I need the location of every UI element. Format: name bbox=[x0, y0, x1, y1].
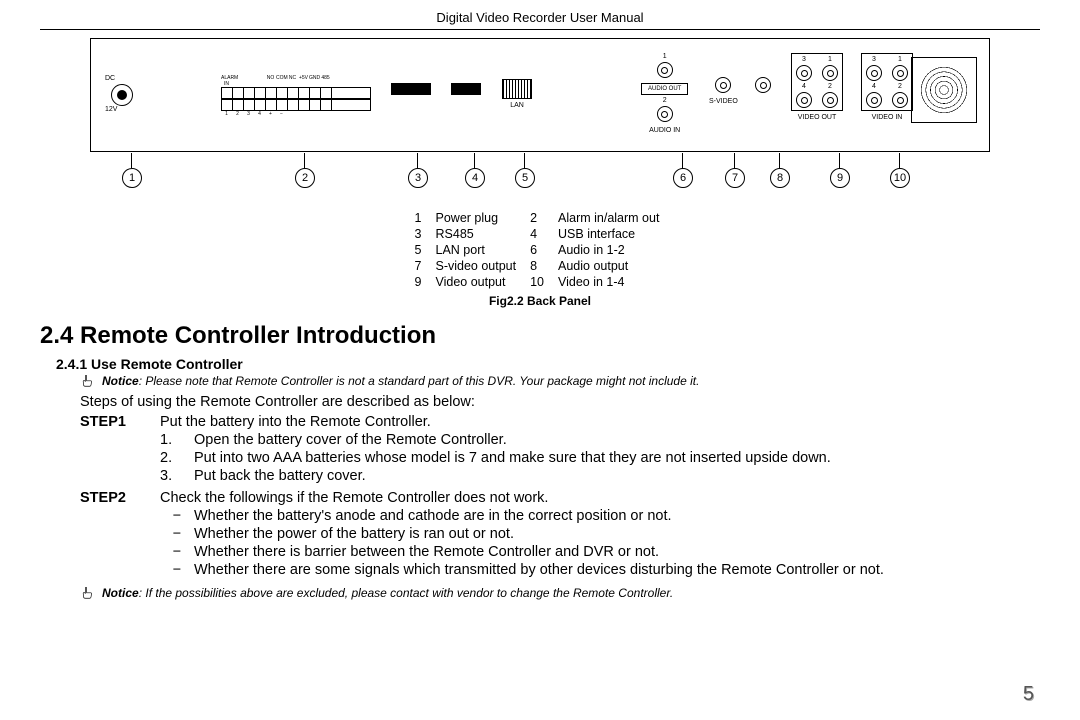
legend-cell: 2 bbox=[526, 210, 554, 226]
usb-port bbox=[451, 83, 481, 95]
rs485-port bbox=[391, 83, 431, 95]
callout-line bbox=[131, 153, 132, 168]
step2-label: STEP2 bbox=[80, 490, 160, 580]
legend-cell: 1 bbox=[411, 210, 432, 226]
legend-cell: 6 bbox=[526, 242, 554, 258]
legend-cell: 5 bbox=[411, 242, 432, 258]
step2-item-3: Whether there is barrier between the Rem… bbox=[194, 544, 659, 560]
back-panel-diagram: DC 12V ALARM IN NOCOM NC+5V GND485 12 34… bbox=[90, 38, 990, 152]
step2-item-4: Whether there are some signals which tra… bbox=[194, 562, 884, 578]
legend-cell: 7 bbox=[411, 258, 432, 274]
step2-block: STEP2 Check the followings if the Remote… bbox=[80, 490, 1040, 580]
legend-cell: Video output bbox=[432, 274, 527, 290]
video-out-label: VIDEO OUT bbox=[791, 114, 843, 121]
power-plug-port: DC 12V bbox=[105, 75, 139, 113]
callout-5: 5 bbox=[515, 168, 535, 188]
callout-line bbox=[474, 153, 475, 168]
notice-2: Notice: If the possibilities above are e… bbox=[80, 586, 1040, 602]
intro-line: Steps of using the Remote Controller are… bbox=[80, 394, 1040, 410]
callout-6: 6 bbox=[673, 168, 693, 188]
legend-cell: Video in 1-4 bbox=[554, 274, 669, 290]
callout-line bbox=[304, 153, 305, 168]
callout-line bbox=[734, 153, 735, 168]
callout-line bbox=[417, 153, 418, 168]
dc-label-bottom: 12V bbox=[105, 106, 139, 113]
audio-out-label: AUDIO OUT bbox=[641, 83, 688, 95]
callout-row: 1 2 3 4 5 6 7 8 9 10 bbox=[90, 158, 990, 198]
page-number: 5 bbox=[1023, 683, 1034, 706]
video-in-label: VIDEO IN bbox=[861, 114, 913, 121]
legend-cell: 4 bbox=[526, 226, 554, 242]
callout-7: 7 bbox=[725, 168, 745, 188]
step1-item-2: Put into two AAA batteries whose model i… bbox=[194, 450, 831, 466]
notice-1: Notice: Please note that Remote Controll… bbox=[80, 374, 1040, 390]
audio-in-1-icon bbox=[657, 62, 673, 78]
audio-num-2: 2 bbox=[663, 97, 667, 104]
audio-in-2-icon bbox=[657, 106, 673, 122]
callout-8: 8 bbox=[770, 168, 790, 188]
step1-item-3: Put back the battery cover. bbox=[194, 468, 366, 484]
callout-2: 2 bbox=[295, 168, 315, 188]
legend-cell: USB interface bbox=[554, 226, 669, 242]
audio-in-label: AUDIO IN bbox=[649, 127, 680, 134]
legend-cell: LAN port bbox=[432, 242, 527, 258]
audio-num-1: 1 bbox=[663, 53, 667, 60]
callout-line bbox=[899, 153, 900, 168]
section-2-4-heading: 2.4 Remote Controller Introduction bbox=[40, 322, 1040, 350]
lan-label: LAN bbox=[499, 102, 535, 109]
callout-1: 1 bbox=[122, 168, 142, 188]
step2-item-2: Whether the power of the battery is ran … bbox=[194, 526, 514, 542]
callout-10: 10 bbox=[890, 168, 910, 188]
legend-cell: S-video output bbox=[432, 258, 527, 274]
alarm-terminal-block: ALARM IN NOCOM NC+5V GND485 12 34 +− bbox=[221, 75, 371, 117]
legend-cell: 8 bbox=[526, 258, 554, 274]
step1-item-1: Open the battery cover of the Remote Con… bbox=[194, 432, 507, 448]
legend-cell: Audio in 1-2 bbox=[554, 242, 669, 258]
svideo-group: S-VIDEO bbox=[709, 77, 738, 105]
callout-line bbox=[524, 153, 525, 168]
section-2-4-1-heading: 2.4.1 Use Remote Controller bbox=[56, 356, 1040, 372]
legend-cell: Power plug bbox=[432, 210, 527, 226]
port-legend-table: 1Power plug2Alarm in/alarm out 3RS4854USB… bbox=[411, 210, 670, 290]
svideo-icon bbox=[715, 77, 731, 93]
step1-label: STEP1 bbox=[80, 414, 160, 486]
step2-head: Check the followings if the Remote Contr… bbox=[160, 490, 1040, 506]
fan-vent-icon bbox=[911, 57, 977, 123]
step2-item-1: Whether the battery's anode and cathode … bbox=[194, 508, 672, 524]
terminal-top-labels: ALARM IN NOCOM NC+5V GND485 bbox=[221, 75, 371, 87]
audio-output-icon bbox=[755, 77, 771, 93]
lan-port: LAN bbox=[499, 79, 535, 109]
callout-4: 4 bbox=[465, 168, 485, 188]
terminal-bot-labels: 12 34 +− bbox=[221, 111, 371, 117]
legend-cell: 9 bbox=[411, 274, 432, 290]
header-rule bbox=[40, 29, 1040, 30]
audio-output-single bbox=[755, 77, 771, 93]
callout-line bbox=[839, 153, 840, 168]
callout-3: 3 bbox=[408, 168, 428, 188]
callout-9: 9 bbox=[830, 168, 850, 188]
video-in-group: 3 1 4 2 VIDEO IN bbox=[861, 53, 913, 121]
pointing-hand-icon bbox=[80, 586, 96, 602]
callout-line bbox=[779, 153, 780, 168]
legend-cell: Alarm in/alarm out bbox=[554, 210, 669, 226]
callout-line bbox=[682, 153, 683, 168]
dc-label-top: DC bbox=[105, 75, 139, 82]
figure-caption: Fig2.2 Back Panel bbox=[40, 294, 1040, 308]
page-header: Digital Video Recorder User Manual bbox=[40, 10, 1040, 25]
svideo-label: S-VIDEO bbox=[709, 98, 738, 105]
pointing-hand-icon bbox=[80, 374, 96, 390]
step1-head: Put the battery into the Remote Controll… bbox=[160, 414, 1040, 430]
legend-cell: 10 bbox=[526, 274, 554, 290]
legend-cell: Audio output bbox=[554, 258, 669, 274]
video-out-group: 3 1 4 2 VIDEO OUT bbox=[791, 53, 843, 121]
legend-cell: 3 bbox=[411, 226, 432, 242]
power-connector-icon bbox=[111, 84, 133, 106]
audio-group: 1 AUDIO OUT 2 AUDIO IN bbox=[641, 53, 688, 134]
legend-cell: RS485 bbox=[432, 226, 527, 242]
step1-block: STEP1 Put the battery into the Remote Co… bbox=[80, 414, 1040, 486]
